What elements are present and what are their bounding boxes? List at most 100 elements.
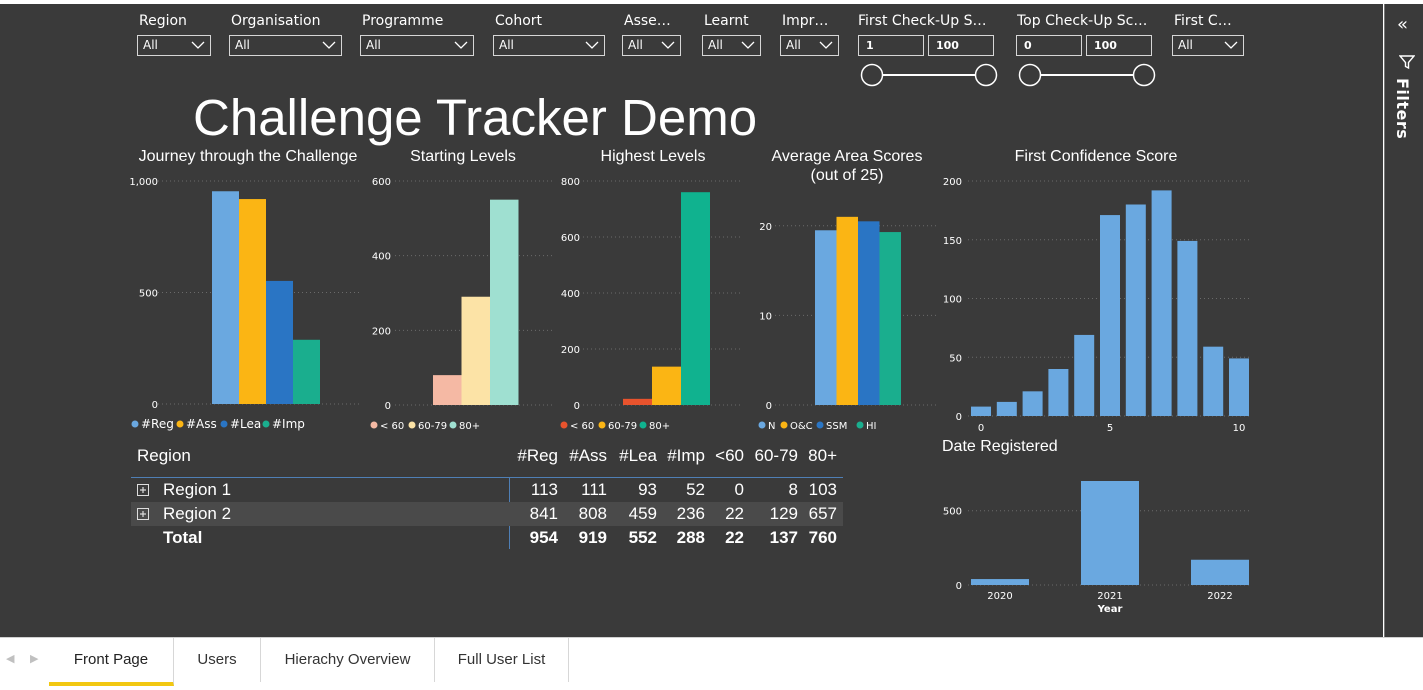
legend-marker [408,421,416,429]
row-label: Region 2 [163,504,232,523]
range-min-input[interactable]: 1 [858,35,924,56]
expand-pane-icon[interactable]: « [1397,14,1409,35]
assessed-dropdown[interactable]: All [622,35,681,56]
range-slider[interactable] [1016,63,1158,87]
first-confidence-dropdown[interactable]: All [1172,35,1244,56]
range-slider[interactable] [858,63,1000,87]
table-cell: 808 [578,504,607,523]
chevron-down-icon [454,41,468,49]
x-tick-label: 0 [978,423,984,434]
chart-title-line: Average Area Scores [771,148,923,165]
column-header[interactable]: Region [137,446,191,465]
slider-max-handle[interactable] [1132,63,1156,87]
table-cell: 760 [808,528,837,547]
slicer-label: Asse… [624,13,671,29]
region-dropdown[interactable]: All [137,35,211,56]
bar-oc [836,216,858,405]
learnt-dropdown[interactable]: All [702,35,761,56]
range-min-input[interactable]: 0 [1016,35,1082,56]
y-tick-label: 500 [139,289,158,300]
legend-marker [449,421,457,429]
column-header[interactable]: #Lea [619,446,657,465]
organisation-dropdown[interactable]: All [229,35,342,56]
legend-label: #Lea [230,417,261,431]
table-cell: 93 [638,480,657,499]
bar-ass [239,199,266,404]
tab-users[interactable]: Users [174,638,261,682]
range-max-input[interactable]: 100 [928,35,994,56]
chart-title: Average Area Scores (out of 25) [757,147,937,185]
tab-hierachy-overview[interactable]: Hierachy Overview [261,638,435,682]
column-header[interactable]: #Reg [517,446,558,465]
table-row[interactable]: Region 1 113 111 93 52 0 8 103 [131,478,843,502]
legend-label: 80+ [459,421,480,432]
y-tick-label: 0 [385,401,391,412]
dropdown-value: All [499,38,514,52]
legend-label: < 60 [570,421,594,432]
x-tick-label: 2021 [1097,591,1122,602]
slider-min-handle[interactable] [860,63,884,87]
bar-year-2022 [1191,559,1249,585]
range-max-input[interactable]: 100 [1086,35,1152,56]
table-cell: 552 [628,528,657,547]
journey-chart: 0 500 1,000 #Reg #Ass #Lea #Imp [129,177,360,431]
bar-reg [212,191,239,404]
filters-pane-label[interactable]: Filters [1393,78,1412,140]
slicer-label: Top Check-Up Sc… [1017,13,1148,29]
bar-6079 [652,366,681,405]
expand-icon[interactable] [137,508,149,520]
tab-scroll-right-icon[interactable]: ▶ [30,652,39,665]
column-header[interactable]: 80+ [808,446,837,465]
dropdown-value: All [366,38,381,52]
slicer-label: Cohort [495,13,543,29]
histogram-bar [1048,369,1069,416]
y-tick-label: 100 [943,295,962,306]
table-cell: 657 [808,504,837,523]
table-cell: 288 [676,528,705,547]
column-header[interactable]: #Imp [667,446,705,465]
y-tick-label: 0 [956,412,962,423]
tab-full-user-list[interactable]: Full User List [435,638,569,682]
slider-max-handle[interactable] [974,63,998,87]
bar-ssm [858,221,880,405]
column-header[interactable]: <60 [715,446,744,465]
starting-levels-chart: 0 200 400 600 < 60 60-79 80+ [370,177,553,432]
column-header[interactable]: 60-79 [754,446,798,465]
legend-marker [639,421,647,429]
improved-dropdown[interactable]: All [780,35,839,56]
programme-dropdown[interactable]: All [360,35,474,56]
table-row[interactable]: Region 2 841 808 459 236 22 129 657 [131,502,843,526]
bar-n [815,230,837,405]
funnel-icon[interactable] [1399,54,1415,70]
expand-icon[interactable] [137,484,149,496]
histogram-bar [1203,346,1224,416]
table-cell: 8 [788,480,798,499]
slicer-label: Programme [362,13,444,29]
tab-scroll-left-icon[interactable]: ◀ [6,652,15,665]
table-cell: 129 [769,504,798,523]
cohort-dropdown[interactable]: All [493,35,605,56]
legend-marker [131,420,139,428]
tab-front-page[interactable]: Front Page [49,638,174,686]
legend-marker [780,421,788,429]
x-axis-title: Year [1097,604,1123,615]
slicer-label: Organisation [231,13,321,29]
y-tick-label: 0 [766,401,772,412]
bar-6079 [461,296,490,405]
table-cell: 52 [686,480,705,499]
histogram-bar [1074,334,1095,416]
legend-marker [560,421,568,429]
slider-min-handle[interactable] [1018,63,1042,87]
page-title: Challenge Tracker Demo [193,89,758,146]
bar-hi [879,232,901,405]
histogram-bar [1151,190,1172,416]
table-cell: 459 [628,504,657,523]
row-label: Region 1 [163,480,232,499]
legend-label: O&C [790,421,813,432]
dropdown-value: All [628,38,643,52]
bar-year-2021 [1081,481,1139,585]
x-tick-label: 10 [1233,423,1246,434]
column-header[interactable]: #Ass [569,446,607,465]
dropdown-value: All [143,38,158,52]
table-cell: 137 [769,528,798,547]
